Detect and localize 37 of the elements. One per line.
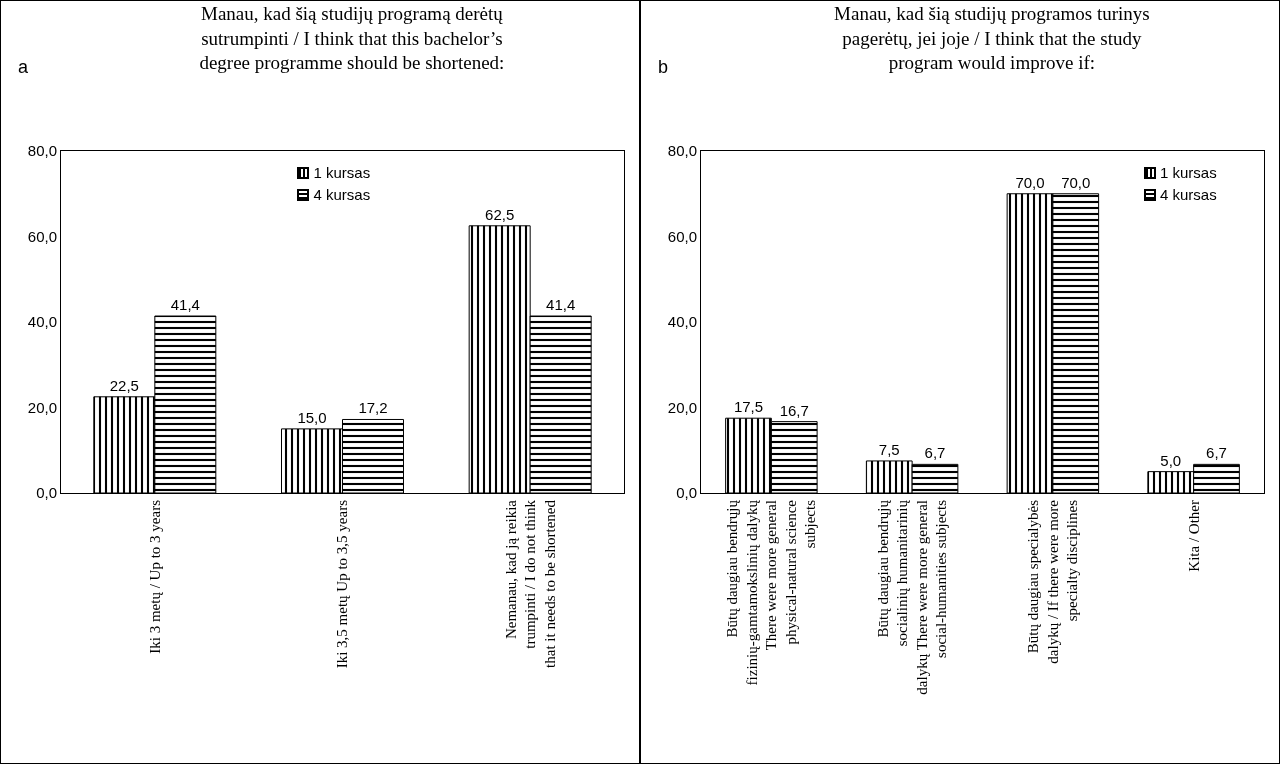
y-tick-label: 40,0 (667, 313, 697, 331)
y-tick-label: 40,0 (27, 313, 57, 331)
data-label: 17,2 (358, 399, 388, 417)
y-tick-label: 0,0 (36, 484, 57, 502)
data-label: 41,4 (170, 296, 200, 314)
y-tick-label: 80,0 (667, 142, 697, 160)
legend-label: 1 kursas (313, 164, 371, 181)
data-label: 41,4 (546, 296, 576, 314)
data-label: 16,7 (779, 401, 809, 419)
data-label: 62,5 (485, 205, 515, 223)
y-tick-label: 60,0 (27, 227, 57, 245)
legend-label: 1 kursas (1160, 164, 1217, 181)
x-tick-label: Kita / Other (1185, 500, 1202, 572)
text: a (18, 57, 29, 77)
data-label: 70,0 (1061, 173, 1091, 191)
data-label: 6,7 (1206, 444, 1227, 462)
data-label: 7,5 (878, 440, 900, 458)
x-tick-label: Iki 3 metų / Up to 3 years (146, 499, 163, 654)
data-label: 17,5 (733, 398, 764, 416)
legend-label: 4 kursas (1160, 186, 1217, 203)
text: b (658, 57, 669, 77)
x-tick-label: Būtų daugiau bendrųjų fizinių-gamtamokslinių dalykų There were more general physical-natural science subjects (724, 499, 819, 686)
data-label: 22,5 (109, 376, 139, 394)
y-tick-label: 20,0 (667, 398, 697, 416)
data-label: 6,7 (924, 444, 946, 462)
chart-title: Manau, kad šią studijų programą derėtų sutrumpinti / I think that this bachelor’s degree programme should be shortened: (199, 3, 505, 74)
data-label: 5,0 (1160, 451, 1182, 469)
data-label: 70,0 (1015, 173, 1045, 191)
y-tick-label: 20,0 (27, 398, 57, 416)
y-tick-label: 60,0 (667, 227, 697, 245)
chart-title: Manau, kad šią studijų programos turinys pagerėtų, jei joje / I think that the study program would improve if: (834, 3, 1150, 74)
x-tick-label: Nemanau, kad ją reikia trumpinti / I do not think that it needs to be shortened (502, 499, 558, 668)
x-tick-label: Iki 3,5 metų Up to 3,5 years (334, 499, 351, 669)
data-label: 15,0 (297, 408, 327, 426)
y-tick-label: 0,0 (676, 484, 697, 502)
y-tick-label: 80,0 (27, 142, 57, 160)
legend-label: 4 kursas (313, 186, 371, 203)
